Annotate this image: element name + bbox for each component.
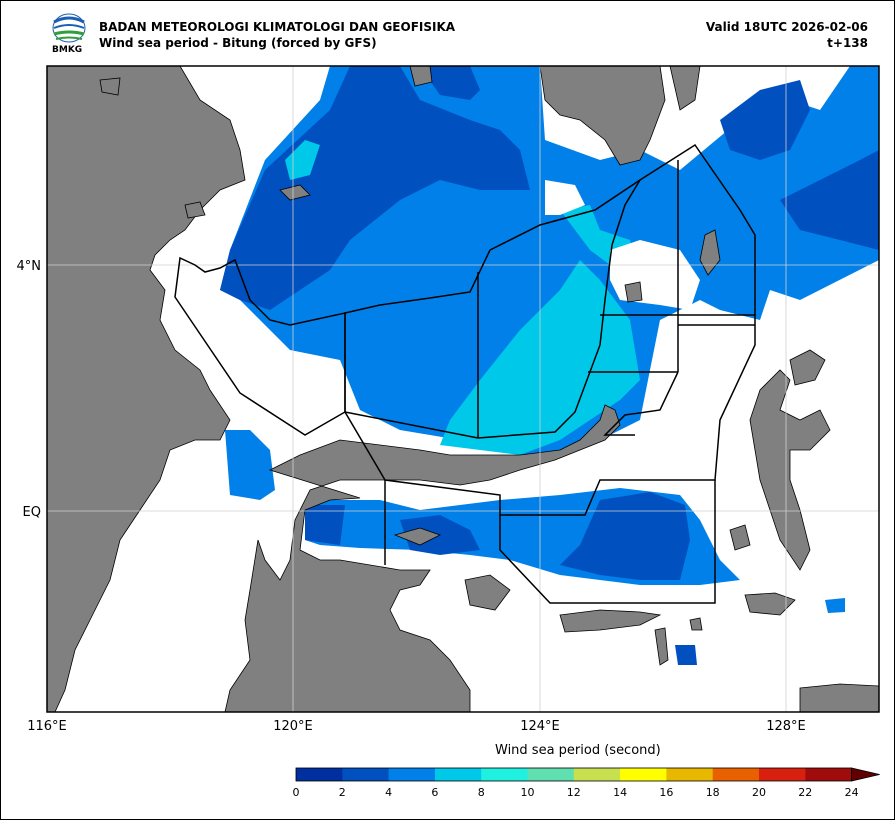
land-borneo-island-2 xyxy=(184,201,206,219)
land-halmahera xyxy=(749,369,831,571)
field-white-gap-north xyxy=(545,180,585,215)
land-sula xyxy=(559,609,662,633)
land-banggai xyxy=(393,527,442,546)
colorbar-segment xyxy=(388,768,436,781)
colorbar-tick-label: 20 xyxy=(752,786,766,799)
zone-divider-2 xyxy=(344,411,479,439)
land-morotai xyxy=(729,524,751,551)
field-south-bay xyxy=(225,430,275,500)
colorbar-tick-label: 2 xyxy=(339,786,346,799)
lon-tick-label: 116°E xyxy=(27,719,67,734)
colorbar-tick-label: 10 xyxy=(521,786,535,799)
colorbar-segment xyxy=(296,768,343,781)
colorbar-segment xyxy=(759,768,806,781)
lon-tick-label: 128°E xyxy=(766,719,806,734)
colorbar-tick-label: 4 xyxy=(385,786,392,799)
colorbar-tick-label: 8 xyxy=(478,786,485,799)
valid-label: Valid 18UTC 2026-02-06 xyxy=(705,20,868,34)
colorbar-tick-label: 6 xyxy=(431,786,438,799)
colorbar-segment xyxy=(620,768,667,781)
land-sulu-island-1 xyxy=(409,66,433,87)
page-title: BADAN METEOROLOGI KLIMATOLOGI DAN GEOFIS… xyxy=(99,19,455,51)
colorbar-tick-label: 12 xyxy=(567,786,581,799)
field-dark-northeast xyxy=(720,80,810,160)
lon-ticks: 116°E 120°E 124°E 128°E xyxy=(27,719,806,734)
field-south-patch xyxy=(675,645,697,665)
colorbar-tick-label: 18 xyxy=(706,786,720,799)
colorbar-segment xyxy=(805,768,853,781)
lead-time: t+138 xyxy=(827,36,868,50)
lat-tick-label: 4°N xyxy=(17,259,42,274)
land-borneo xyxy=(47,66,246,712)
colorbar-segment xyxy=(573,768,621,781)
land-mindanao xyxy=(539,66,666,166)
lat-ticks: 4°N EQ xyxy=(17,259,42,520)
bmkg-logo-icon xyxy=(52,13,86,43)
land-togian xyxy=(464,574,511,611)
graticule xyxy=(47,66,879,712)
lon-tick-label: 124°E xyxy=(520,719,560,734)
logo-text: BMKG xyxy=(52,45,83,55)
field-southeast-patch xyxy=(825,598,845,613)
zone-tomini xyxy=(384,480,716,604)
agency-name: BADAN METEOROLOGI KLIMATOLOGI DAN GEOFIS… xyxy=(99,20,456,34)
land-borneo-island-1 xyxy=(99,77,121,96)
land-sulawesi-north xyxy=(224,404,621,712)
field-tomini-dark xyxy=(560,492,690,580)
colorbar-title: Wind sea period (second) xyxy=(495,743,661,758)
colorbar-tick-label: 0 xyxy=(293,786,300,799)
zone-central-sulawesi-sea xyxy=(344,143,756,516)
zone-west-sulawesi-sea xyxy=(174,256,346,436)
colorbar-segment xyxy=(527,768,575,781)
field-dark-east xyxy=(780,150,879,250)
colorbar-extend-arrow xyxy=(851,767,880,782)
zone-coastal-bitung xyxy=(477,179,641,439)
colorbar-tick-label: 14 xyxy=(613,786,627,799)
land-buru xyxy=(799,683,879,712)
valid-time: Valid 18UTC 2026-02-06 t+138 xyxy=(706,19,868,51)
land-talaud xyxy=(699,229,721,276)
land-obi xyxy=(744,592,796,616)
field-tomini-dark-west xyxy=(305,505,345,545)
lon-tick-label: 120°E xyxy=(273,719,313,734)
land-halmahera-north xyxy=(789,349,826,386)
colorbar-border xyxy=(295,767,852,782)
colorbar-tick-label: 22 xyxy=(798,786,812,799)
land-sula-2 xyxy=(654,627,669,666)
land-southeast-small xyxy=(689,617,703,631)
zone-east-talaud xyxy=(603,371,679,436)
colorbar-segment xyxy=(342,768,390,781)
field-dark-west xyxy=(220,66,530,310)
colorbar: 0 2 4 6 8 10 12 14 16 18 20 22 24 xyxy=(293,767,880,799)
field-dark-north-strip xyxy=(420,66,480,100)
map-subtitle: Wind sea period - Bitung (forced by GFS) xyxy=(99,36,377,50)
land-mindanao-east xyxy=(669,66,701,111)
land xyxy=(47,66,879,712)
colorbar-segment xyxy=(666,768,714,781)
lat-tick-label: EQ xyxy=(23,505,41,520)
land-sangihe xyxy=(624,281,643,303)
colorbar-segment xyxy=(481,768,528,781)
map-border xyxy=(46,65,880,713)
colorbar-segment xyxy=(434,768,482,781)
colorbar-segment xyxy=(712,768,760,781)
colorbar-tick-label: 16 xyxy=(659,786,673,799)
field-cyan-nw xyxy=(285,140,320,180)
colorbar-tick-label: 24 xyxy=(845,786,859,799)
forecast-zones xyxy=(174,143,756,604)
